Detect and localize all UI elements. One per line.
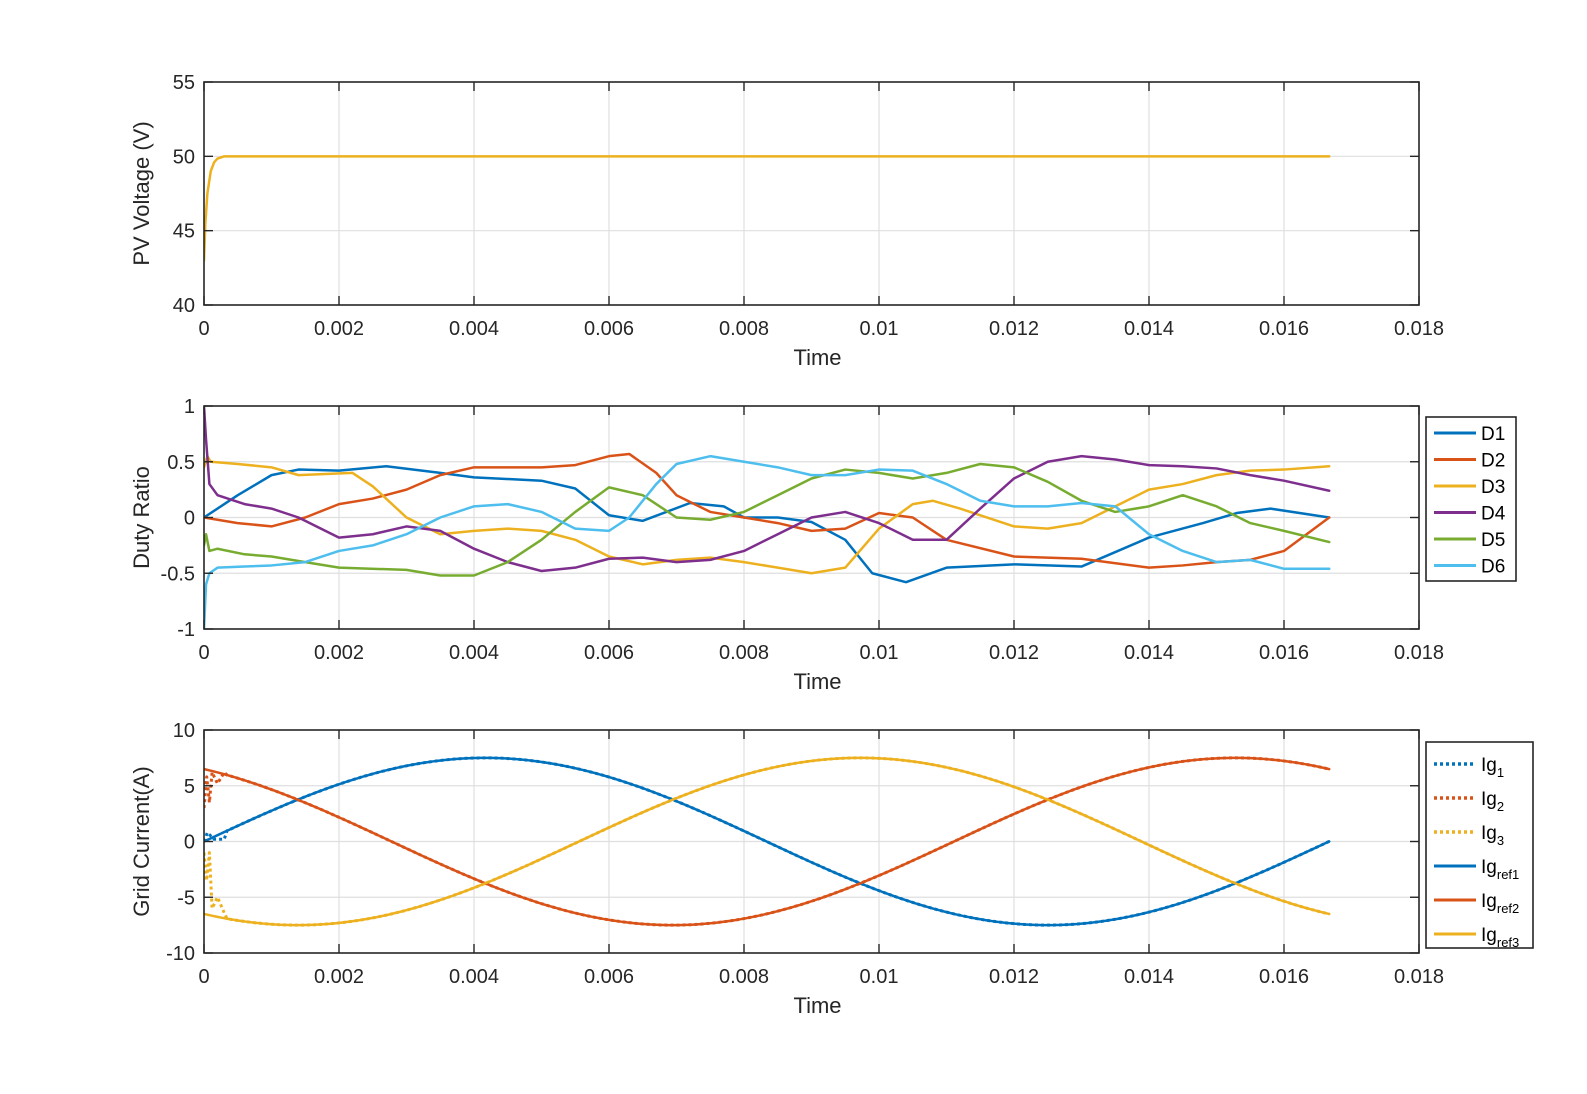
duty-ratio-series-line-d1 xyxy=(204,464,1331,584)
pv-voltage-x-tick-label: 0.008 xyxy=(719,318,769,340)
pv-voltage-y-tick-label: 45 xyxy=(173,221,195,243)
pv-voltage-x-tick-label: 0.014 xyxy=(1124,318,1174,340)
grid-current-legend-label: Ig2 xyxy=(1481,789,1504,814)
grid-current-legend-box xyxy=(1425,741,1534,949)
grid-current-y-tick-label: -10 xyxy=(166,943,195,965)
grid-current-x-tick-label: 0.006 xyxy=(584,966,634,988)
pv-voltage-y-tick-label: 40 xyxy=(173,295,195,317)
grid-current-x-tick-label: 0.01 xyxy=(860,966,899,988)
grid-current-legend-label: Igref2 xyxy=(1481,891,1519,916)
duty-ratio-y-tick-label: 0.5 xyxy=(167,452,195,474)
duty-ratio-legend-label: D5 xyxy=(1481,530,1505,551)
duty-ratio-y-tick-label: 0 xyxy=(184,508,195,530)
grid-current-x-tick-label: 0.002 xyxy=(314,966,364,988)
pv-voltage-panel: 0 0.002 0.004 0.006 0.008 0.01 0.012 0.014 0.016… xyxy=(129,72,1444,370)
grid-current-x-tick-label: 0.014 xyxy=(1124,966,1174,988)
grid-current-x-tick-label: 0.004 xyxy=(449,966,499,988)
grid-current-series-line-igref3 xyxy=(204,756,1331,927)
duty-ratio-x-tick-label: 0.016 xyxy=(1259,642,1309,664)
duty-ratio-y-axis-label: Duty Ratio xyxy=(129,466,154,569)
duty-ratio-x-tick-label: 0.01 xyxy=(860,642,899,664)
pv-voltage-x-tick-label: 0.018 xyxy=(1394,318,1444,340)
pv-voltage-series-line-0 xyxy=(204,155,1331,262)
duty-ratio-legend-box xyxy=(1425,416,1517,582)
grid-current-legend-label: Igref3 xyxy=(1481,925,1519,950)
duty-ratio-x-tick-label: 0.012 xyxy=(989,642,1039,664)
pv-voltage-x-tick-label: 0.016 xyxy=(1259,318,1309,340)
duty-ratio-legend-label: D1 xyxy=(1481,424,1505,445)
grid-current-x-tick-label: 0.012 xyxy=(989,966,1039,988)
grid-current-x-tick-label: 0.008 xyxy=(719,966,769,988)
duty-ratio-legend-label: D3 xyxy=(1481,477,1505,498)
grid-current-y-axis-label: Grid Current(A) xyxy=(129,766,154,916)
pv-voltage-x-tick-label: 0.012 xyxy=(989,318,1039,340)
grid-current-series-line-igref2 xyxy=(204,756,1331,927)
grid-current-x-tick-label: 0.018 xyxy=(1394,966,1444,988)
duty-ratio-x-tick-label: 0.006 xyxy=(584,642,634,664)
grid-current-x-tick-label: 0.016 xyxy=(1259,966,1309,988)
pv-voltage-x-axis-label: Time xyxy=(793,345,841,370)
duty-ratio-x-axis-label: Time xyxy=(793,669,841,694)
pv-voltage-y-tick-label: 55 xyxy=(173,72,195,94)
grid-current-legend: Ig1 Ig2 Ig3 Igref1 Igref2 Igref3 xyxy=(1425,741,1534,950)
duty-ratio-series-group xyxy=(204,406,1331,629)
duty-ratio-y-tick-label: -1 xyxy=(177,619,195,641)
pv-voltage-x-tick-label: 0.002 xyxy=(314,318,364,340)
pv-voltage-series-group xyxy=(204,155,1331,262)
pv-voltage-plot-area xyxy=(204,82,1419,305)
duty-ratio-y-tick-label: -0.5 xyxy=(161,563,195,585)
grid-current-x-axis-label: Time xyxy=(793,993,841,1018)
duty-ratio-legend-label: D2 xyxy=(1481,451,1505,472)
grid-current-series-group xyxy=(204,756,1331,927)
grid-current-y-tick-label: -5 xyxy=(177,887,195,909)
grid-current-y-tick-label: 10 xyxy=(173,720,195,742)
duty-ratio-x-tick-label: 0.002 xyxy=(314,642,364,664)
grid-current-legend-label: Ig1 xyxy=(1481,755,1504,780)
duty-ratio-x-tick-label: 0.014 xyxy=(1124,642,1174,664)
duty-ratio-x-tick-label: 0.008 xyxy=(719,642,769,664)
duty-ratio-series-line-d4 xyxy=(204,406,1331,573)
duty-ratio-series-line-d2 xyxy=(204,452,1331,569)
grid-current-x-tick-label: 0 xyxy=(198,966,209,988)
grid-current-y-tick-label: 5 xyxy=(184,776,195,798)
duty-ratio-legend-label: D4 xyxy=(1481,504,1506,525)
duty-ratio-legend: D1 D2 D3 D4 D5 D6 xyxy=(1425,416,1517,582)
pv-voltage-x-tick-label: 0.006 xyxy=(584,318,634,340)
pv-voltage-axes-box xyxy=(203,81,1420,306)
pv-voltage-x-tick-label: 0.01 xyxy=(860,318,899,340)
grid-current-legend-label: Ig3 xyxy=(1481,823,1504,848)
duty-ratio-series-line-d3 xyxy=(204,454,1331,575)
pv-voltage-y-axis-label: PV Voltage (V) xyxy=(129,121,154,265)
pv-voltage-x-tick-label: 0 xyxy=(198,318,209,340)
duty-ratio-x-tick-label: 0.018 xyxy=(1394,642,1444,664)
duty-ratio-x-tick-label: 0.004 xyxy=(449,642,499,664)
pv-voltage-y-tick-label: 50 xyxy=(173,146,195,168)
duty-ratio-series-line-d6 xyxy=(204,454,1331,629)
grid-current-series-line-igref1 xyxy=(204,756,1331,927)
grid-current-panel: 0 0.002 0.004 0.006 0.008 0.01 0.012 0.014 0.016… xyxy=(129,720,1534,1018)
grid-current-y-tick-label: 0 xyxy=(184,832,195,854)
pv-voltage-x-tick-label: 0.004 xyxy=(449,318,499,340)
duty-ratio-panel: 0 0.002 0.004 0.006 0.008 0.01 0.012 0.014 0.016… xyxy=(129,396,1517,694)
duty-ratio-y-tick-label: 1 xyxy=(184,396,195,418)
grid-current-legend-label: Igref1 xyxy=(1481,857,1519,882)
duty-ratio-x-tick-label: 0 xyxy=(198,642,209,664)
duty-ratio-legend-label: D6 xyxy=(1481,557,1505,578)
